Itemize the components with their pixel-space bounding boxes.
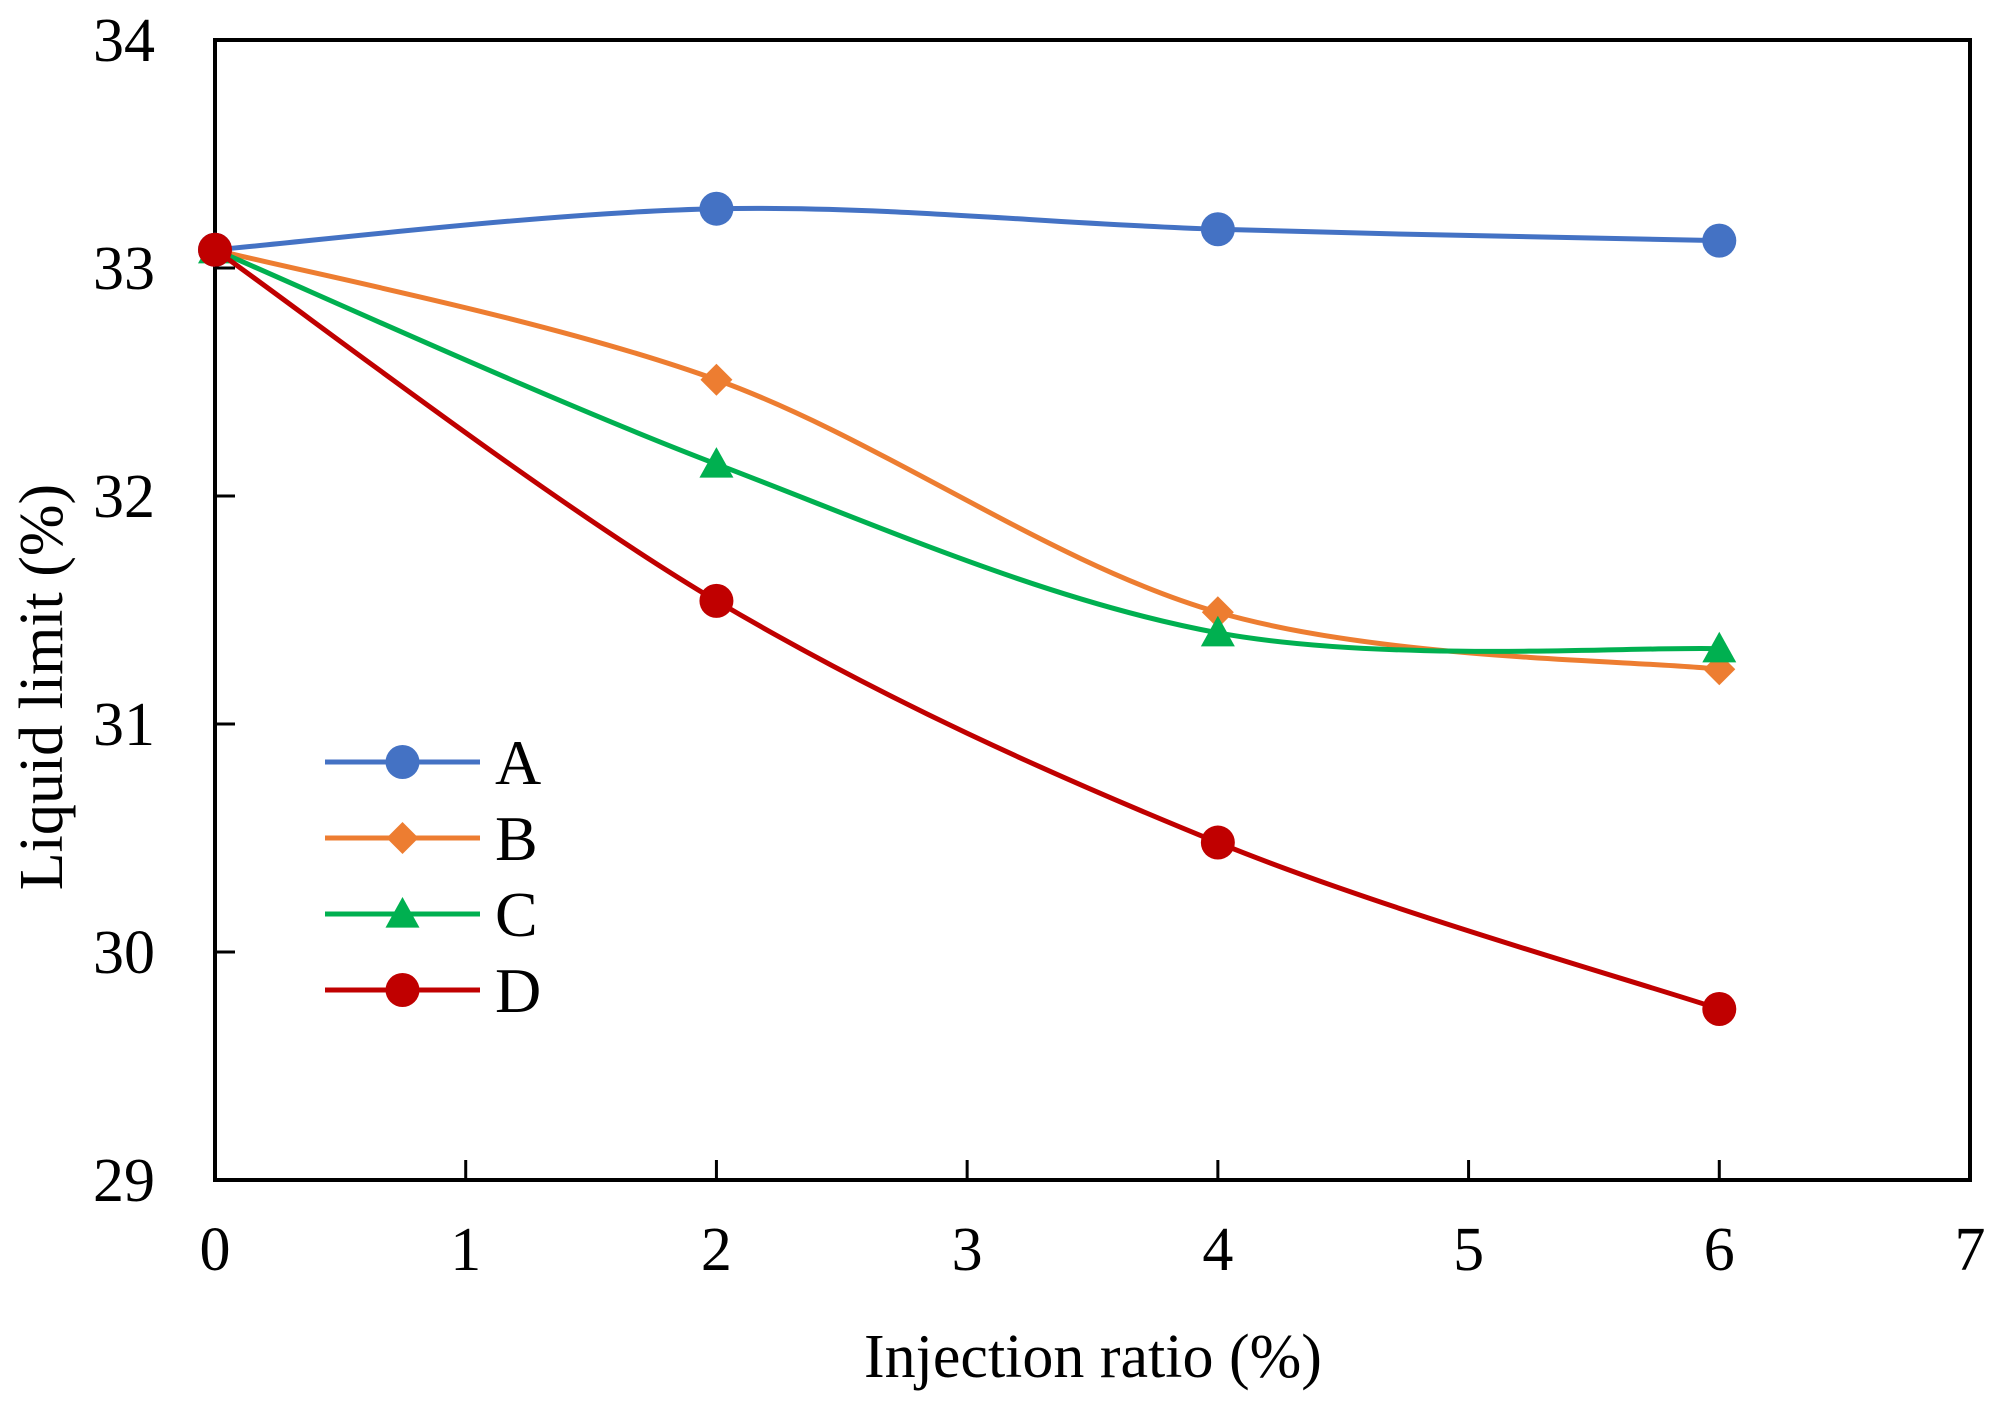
legend-marker bbox=[385, 745, 420, 779]
x-tick-label: 6 bbox=[1704, 1216, 1735, 1284]
series-line bbox=[213, 247, 1721, 1012]
y-tick-label: 34 bbox=[93, 7, 155, 75]
legend-item-d: D bbox=[325, 955, 541, 1026]
y-tick-label: 33 bbox=[93, 235, 155, 303]
legend-label: D bbox=[495, 955, 541, 1026]
x-tick-label: 0 bbox=[200, 1216, 231, 1284]
x-tick-label: 4 bbox=[1202, 1216, 1233, 1284]
data-point bbox=[1201, 596, 1234, 629]
data-point bbox=[699, 191, 734, 226]
data-point bbox=[1200, 212, 1235, 247]
plot-frame bbox=[213, 38, 1972, 1182]
series-layer bbox=[198, 191, 1737, 1026]
data-point bbox=[700, 363, 733, 396]
legend-marker bbox=[385, 973, 420, 1007]
plot-area bbox=[213, 38, 1972, 1182]
legend-marker bbox=[386, 822, 419, 854]
y-axis-title: Liquid limit (%) bbox=[8, 484, 76, 890]
data-point bbox=[198, 232, 232, 267]
legend-label: A bbox=[495, 727, 541, 798]
data-point bbox=[1702, 631, 1737, 663]
y-tick-label: 30 bbox=[93, 919, 155, 987]
x-tick-label: 2 bbox=[701, 1216, 732, 1284]
data-point bbox=[1702, 992, 1737, 1026]
legend-label: C bbox=[495, 879, 538, 950]
legend-label: B bbox=[495, 803, 538, 874]
y-tick-label: 32 bbox=[93, 463, 155, 531]
x-axis-title: Injection ratio (%) bbox=[864, 1323, 1322, 1391]
y-tick-label: 29 bbox=[93, 1147, 155, 1215]
x-tick-label: 1 bbox=[450, 1216, 481, 1284]
series-line bbox=[214, 205, 1720, 253]
x-tick-label: 5 bbox=[1453, 1216, 1484, 1284]
series-line bbox=[214, 247, 1720, 654]
data-point bbox=[699, 447, 734, 478]
data-point bbox=[699, 583, 734, 618]
data-point bbox=[1200, 825, 1235, 860]
legend-marker bbox=[385, 897, 420, 928]
y-tick-label: 31 bbox=[93, 691, 155, 759]
data-point bbox=[1200, 615, 1235, 647]
series-line bbox=[214, 247, 1720, 672]
legend-item-b: B bbox=[325, 803, 538, 874]
legend-item-a: A bbox=[325, 727, 541, 798]
series-d bbox=[198, 232, 1737, 1026]
legend-item-c: C bbox=[325, 879, 538, 950]
x-tick-label: 7 bbox=[1955, 1216, 1986, 1284]
x-tick-label: 3 bbox=[952, 1216, 983, 1284]
data-point bbox=[1702, 223, 1737, 258]
